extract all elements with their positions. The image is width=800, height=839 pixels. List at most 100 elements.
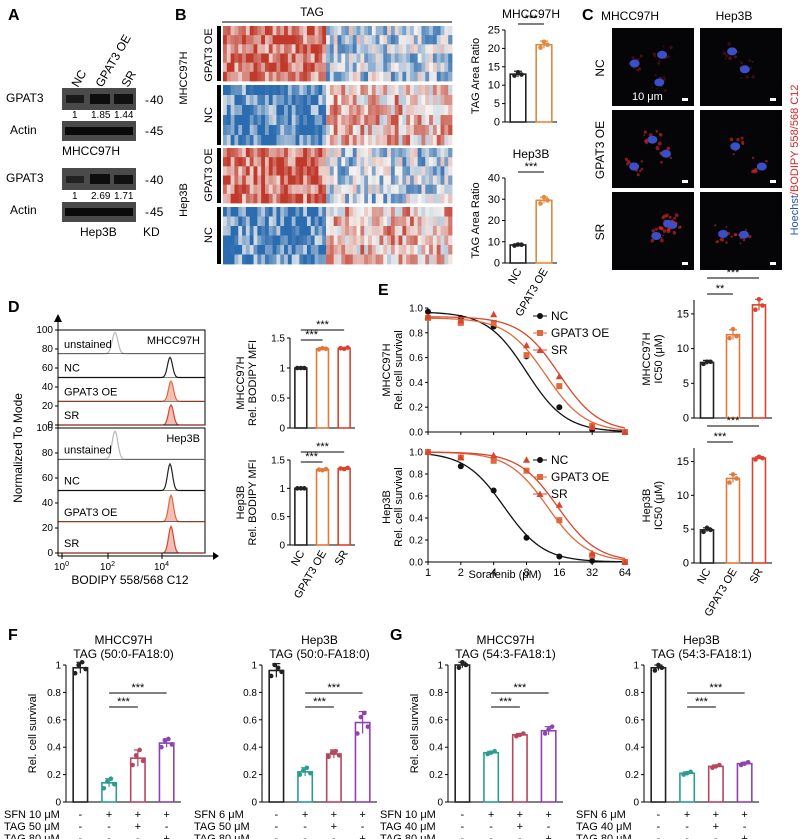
lipid-droplet [722,51,727,55]
treatment-mark: + [331,809,337,821]
heatmap-cell [322,216,327,227]
heatmap-cell [318,85,323,96]
heatmap-cell [261,115,266,126]
heatmap-cell [413,216,419,227]
heatmap-cell [421,95,426,106]
data-point [538,45,543,50]
heatmap-cell [368,26,373,36]
heatmap-cell [337,245,342,255]
heatmap-cell [238,35,243,45]
heatmap-cell [371,62,377,73]
tick-exp: 2 [111,561,115,568]
heatmap-cell [326,44,331,54]
mw-marker: - [145,205,149,219]
heatmap-cell [257,95,262,106]
bar [751,457,767,564]
y-tick-label: 0.4 [409,514,423,525]
heatmap-cell [348,175,354,186]
heatmap-cell [291,166,296,176]
heatmap-cell [306,53,312,64]
treatment-label: TAG 80 μM [4,833,60,839]
heatmap-cell [318,135,323,146]
lipid-droplet [720,237,725,242]
heatmap-cell [276,254,281,265]
heatmap-cell [333,115,338,126]
heatmap-cell [272,53,277,64]
heatmap-cell [333,95,338,106]
heatmap-cell [234,245,239,255]
heatmap-cell [387,184,392,195]
heatmap-cell [402,254,407,265]
heatmap-cell [379,85,384,96]
heatmap-row-label: GPAT3 OE [203,28,215,81]
heatmap-cell [371,53,377,64]
heatmap-cell [276,105,281,116]
heatmap-cell [245,148,251,158]
flow-trace-label: SR [64,538,79,550]
quant-value: 1.71 [114,191,134,202]
nucleus [651,232,662,240]
heatmap-cell [436,115,441,126]
treatment-mark: - [489,833,493,839]
bar [751,304,767,419]
heatmap-cell [234,115,239,126]
heatmap-cell [387,175,392,186]
heatmap-cell [390,148,396,158]
bar-chart-D_mhcc: 00.511.5 ******MHCC97HRel. BODIPY MFI [235,319,355,435]
heatmap-cell [310,157,315,167]
heatmap-cell [230,44,235,54]
heatmap-cell [291,254,296,265]
heatmap-cell [436,85,441,96]
heatmap-cell [364,53,369,64]
lipid-droplet [659,133,663,137]
heatmap-cell [287,26,293,36]
treatment-mark: - [303,833,307,839]
axis-arrow [54,314,62,322]
sig-label: *** [727,415,741,427]
heatmap-cell [280,157,285,167]
heatmap-cell [417,166,422,176]
heatmap-cell [333,44,338,54]
heatmap-cell [444,135,449,146]
heatmap-cell [345,157,350,167]
heatmap-cell [337,115,342,126]
heatmap-cell [417,135,422,146]
heatmap-cell [333,125,338,136]
flow-trace-label: NC [64,476,80,488]
heatmap-cell [276,184,281,195]
heatmap-cell [268,193,274,204]
heatmap-cell [268,71,274,82]
heatmap-cell [329,148,335,158]
heatmap-cell [341,166,346,176]
heatmap-cell [242,53,247,64]
heatmap-cell [223,216,228,227]
heatmap-cell [333,226,338,236]
heatmap-cell [360,115,365,126]
bar [511,734,528,803]
heatmap-cell [333,71,338,82]
stain-bodipy: BODIPY 558/568 C12 [789,85,800,192]
treatment-label: SFN 6 μM [194,809,244,821]
heatmap-cell [440,53,445,64]
heatmap-cell [303,245,308,255]
heatmap-cell [238,53,243,64]
lipid-droplet [651,229,656,233]
treatment-mark: - [107,833,111,839]
data-point [485,751,490,757]
heatmap-cell [413,125,419,136]
lipid-droplet [742,238,746,242]
lipid-droplet [657,141,662,146]
heatmap-cell [356,135,361,146]
heatmap-cell [341,26,346,36]
flow-cell-label: Hep3B [166,433,200,445]
heatmap-cell [356,166,361,176]
data-point [83,666,88,672]
heatmap-cell [410,207,415,217]
heatmap-cell [299,148,304,158]
chart-title: MHCC97H [94,633,152,647]
lipid-droplet [740,77,743,79]
heatmap-cell [249,44,254,54]
heatmap-cell [432,53,438,64]
heatmap-cell [272,193,277,204]
heatmap-cell [257,26,262,36]
